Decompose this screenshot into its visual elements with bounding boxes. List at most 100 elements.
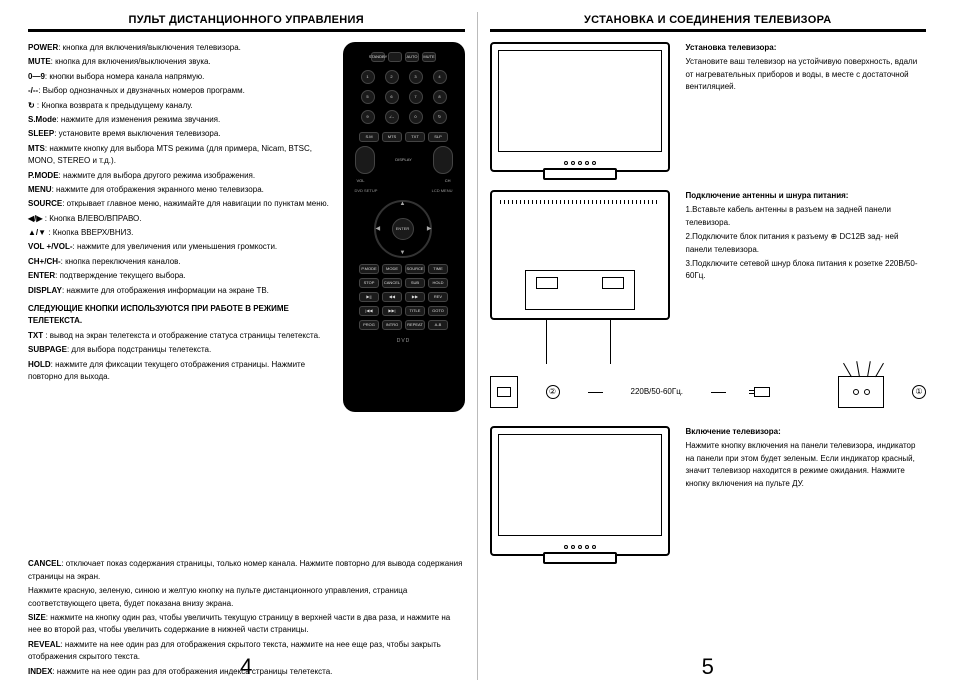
left-page: ПУЛЬТ ДИСТАНЦИОННОГО УПРАВЛЕНИЯ POWER: к… [16,12,477,680]
remote-button: ▶▶| [382,306,402,316]
sec2-line-0: 1.Вставьте кабель антенны в разъем на за… [686,204,927,229]
definition-line: DISPLAY: нажмите для отображения информа… [28,285,333,297]
sec1-heading: Установка телевизора: [686,42,927,54]
remote-num-button: 0 [409,110,423,124]
definition: : Кнопка ВВЕРХ/ВНИЗ. [46,228,133,237]
definition: : Кнопка возврата к предыдущему каналу. [35,101,193,110]
definition: : Кнопка ВЛЕВО/ВПРАВО. [43,214,142,223]
definition-line: -/--: Выбор однозначных и двузначных ном… [28,85,333,97]
definition-line: ENTER: подтверждение текущего выбора. [28,270,333,282]
circle-1: ① [912,385,926,399]
term: -/-- [28,86,38,95]
remote-button: STANDBY [371,52,385,62]
term: MTS [28,144,45,153]
section-install: Установка телевизора: Установите ваш тел… [490,42,927,172]
definition: : нажмите для выбора другого режима изоб… [59,171,256,180]
remote-num-button: 7 [409,90,423,104]
term: CANCEL [28,559,61,568]
definition: : кнопки выбора номера канала напрямую. [45,72,204,81]
remote-button: ▶|| [359,292,379,302]
remote-button: REPEAT [405,320,425,330]
term: TXT [28,331,43,340]
definition-line: TXT : вывод на экран телетекста и отобра… [28,330,333,342]
remote-brand-label: DVD [351,338,457,346]
side-right-label: LCD MENU [432,188,453,194]
right-page-number: 5 [478,654,939,680]
remote-control-illustration: STANDBYAUTOMUTE 123456789-/--0↻ S.MMTSTX… [343,42,465,412]
left-text-column: POWER: кнопка для включения/выключения т… [28,42,333,558]
definition-line: MTS: нажмите кнопку для выбора MTS режим… [28,143,333,168]
remote-button: ▶▶ [405,292,425,302]
definition: : нажмите для увеличения или уменьшения … [73,242,278,251]
definition-line: VOL +/VOL-: нажмите для увеличения или у… [28,241,333,253]
remote-num-button: -/-- [385,110,399,124]
voltage-label: 220В/50-60Гц. [631,386,684,398]
term: S.Mode [28,115,56,124]
definition-line: CANCEL: отключает показ содержания стран… [28,558,465,583]
definition-line: HOLD: нажмите для фиксации текущего отоб… [28,359,333,384]
remote-num-button: 4 [433,70,447,84]
remote-button: STOP [359,278,379,288]
term: MUTE [28,57,51,66]
ch-label: CH [445,178,451,184]
definition-line: MUTE: кнопка для включения/выключения зв… [28,56,333,68]
definition: Нажмите красную, зеленую, синюю и желтую… [28,586,407,607]
display-label: DISPLAY [378,157,430,163]
remote-button: SOURCE [405,264,425,274]
ch-rocker [433,146,453,174]
remote-button: TIME [428,264,448,274]
term: SOURCE [28,199,62,208]
remote-button: S.M [359,132,379,142]
remote-num-button: 5 [361,90,375,104]
term: ↻ [28,101,35,110]
plug-icon [754,387,770,397]
remote-button: REV [428,292,448,302]
remote-button: SLP [428,132,448,142]
definition-line: SOURCE: открывает главное меню, нажимайт… [28,198,333,210]
definition: : вывод на экран телетекста и отображени… [43,331,320,340]
left-content: POWER: кнопка для включения/выключения т… [28,42,465,558]
definition: : кнопка для включения/выключения телеви… [58,43,241,52]
tv-back-illustration [490,190,670,320]
definition: : нажмите кнопку для выбора MTS режима (… [28,144,312,165]
enter-button: ENTER [392,218,414,240]
definition-line: MENU: нажмите для отображения экранного … [28,184,333,196]
sec2-heading: Подключение антенны и шнура питания: [686,190,927,202]
remote-num-button: 9 [361,110,375,124]
term: DISPLAY [28,286,62,295]
term: SUBPAGE [28,345,67,354]
remote-button: MUTE [422,52,436,62]
definition: : нажмите для отображения экранного меню… [52,185,264,194]
dpad: ▲ ▼ ◀ ▶ ENTER [374,200,434,258]
vol-rocker [355,146,375,174]
definition-line: ▲/▼ : Кнопка ВВЕРХ/ВНИЗ. [28,227,333,239]
remote-num-button: 6 [385,90,399,104]
term: SLEEP [28,129,54,138]
wall-outlet-icon [490,376,518,408]
term: SIZE [28,613,46,622]
definition: : открывает главное меню, нажимайте для … [62,199,329,208]
remote-button: TXT [405,132,425,142]
term: CH+/CH- [28,257,61,266]
term: P.MODE [28,171,59,180]
definition: : для выбора подстраницы телетекста. [67,345,211,354]
definition: : отключает показ содержания страницы, т… [28,559,462,580]
remote-button: P.MODE [359,264,379,274]
definition-line: S.Mode: нажмите для изменения режима зву… [28,114,333,126]
definition-line: ↻ : Кнопка возврата к предыдущему каналу… [28,100,333,112]
sec1-line: Установите ваш телевизор на устойчивую п… [686,56,927,93]
vol-label: VOL [357,178,365,184]
right-page-title: УСТАНОВКА И СОЕДИНЕНИЯ ТЕЛЕВИЗОРА [490,12,927,32]
circle-2: ② [546,385,560,399]
remote-button: GOTO [428,306,448,316]
remote-button: CANCEL [382,278,402,288]
remote-button: INTRO [382,320,402,330]
definition: : установите время выключения телевизора… [54,129,220,138]
definition-line: Нажмите красную, зеленую, синюю и желтую… [28,585,465,610]
definition: : подтверждение текущего выбора. [55,271,186,280]
remote-button: PROG [359,320,379,330]
term: ◀/▶ [28,214,43,223]
definition-line: SUBPAGE: для выбора подстраницы телетекс… [28,344,333,356]
remote-num-button: 8 [433,90,447,104]
definition-line: SIZE: нажмите на кнопку один раз, чтобы … [28,612,465,637]
